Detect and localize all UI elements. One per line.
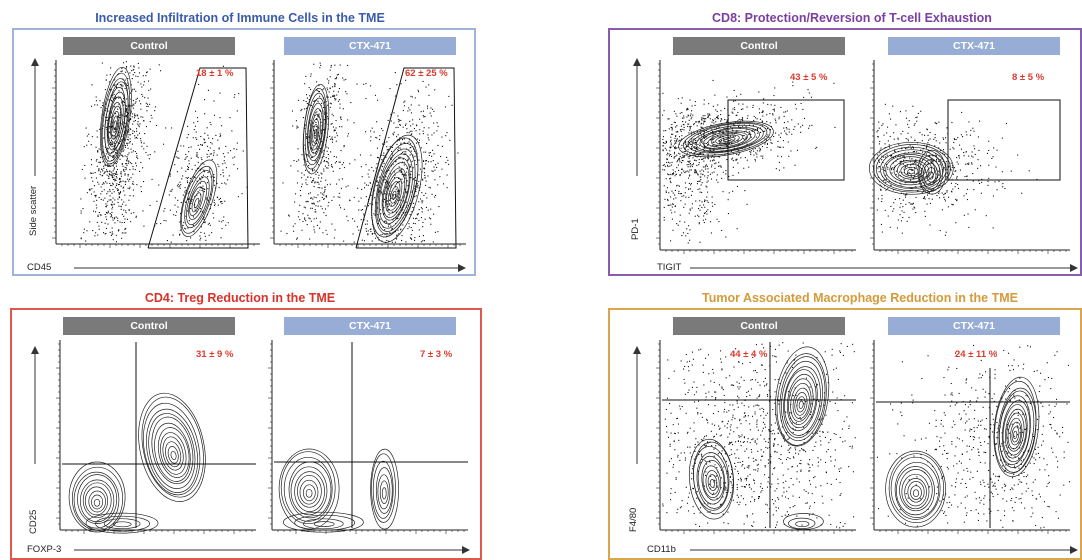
ctx471-header: CTX-471 [284, 37, 456, 55]
density-contour [302, 83, 330, 175]
panel-frame-immune [12, 28, 476, 276]
y-axis-arrow [633, 58, 641, 176]
plot-axes [270, 60, 466, 248]
flow-plot-control [652, 338, 858, 538]
panel-title-cd8: CD8: Protection/Reversion of T-cell Exha… [712, 11, 992, 25]
panel-frame-cd8 [608, 28, 1082, 276]
cd45-gate [147, 67, 249, 249]
density-contour [993, 376, 1040, 478]
density-contour [917, 149, 947, 195]
cd45-gate [355, 67, 457, 249]
y-axis-arrow [31, 346, 39, 464]
plot-axes [656, 60, 856, 254]
pd1-tigit-gate [947, 99, 1061, 181]
y-axis-arrow [31, 58, 39, 176]
gate-percentage-control: 44 ± 4 % [730, 349, 768, 360]
gate-percentage-control: 31 ± 9 % [196, 349, 234, 360]
x-axis-label: FOXP-3 [27, 544, 62, 555]
x-axis-label: TIGIT [657, 262, 682, 273]
x-axis-arrow [74, 546, 470, 554]
panel-frame-tam [608, 308, 1082, 560]
x-axis-label: CD45 [27, 262, 52, 273]
density-contour [885, 450, 946, 528]
y-axis-label: Side scatter [28, 185, 39, 236]
control-header: Control [63, 37, 235, 55]
gate-percentage-control: 18 ± 1 % [196, 68, 234, 79]
gate-percentage-ctx471: 7 ± 3 % [420, 349, 453, 360]
panel-title-cd4: CD4: Treg Reduction in the TME [144, 291, 336, 305]
flow-plot-control [48, 58, 262, 252]
event-dots [280, 62, 367, 240]
flow-plot-control [52, 338, 258, 538]
panel-title-immune: Increased Infiltration of Immune Cells i… [95, 11, 385, 25]
x-axis-arrow [690, 546, 1078, 554]
density-contour [688, 438, 735, 520]
density-contour [85, 512, 159, 534]
plot-axes [56, 340, 256, 534]
flow-plot-control [652, 58, 858, 258]
x-axis-arrow [690, 264, 1078, 272]
control-header: Control [673, 37, 845, 55]
y-axis-arrow [633, 346, 641, 464]
x-axis-arrow [74, 264, 466, 272]
y-axis-label: CD25 [28, 509, 39, 534]
x-axis-label: CD11b [647, 544, 676, 555]
event-dots [662, 94, 748, 244]
plot-axes [52, 60, 260, 248]
y-axis-label: F4/80 [628, 507, 639, 532]
density-contour [180, 159, 218, 237]
event-dots [876, 344, 1070, 529]
control-header: Control [673, 317, 845, 335]
ctx471-header: CTX-471 [888, 317, 1060, 335]
density-contour [370, 448, 399, 530]
panel-frame-cd4 [10, 308, 482, 560]
density-contour [138, 392, 206, 502]
pd1-tigit-gate [727, 99, 845, 181]
plot-axes [656, 340, 856, 534]
ctx471-header: CTX-471 [284, 317, 456, 335]
density-contour [783, 513, 824, 530]
gate-percentage-ctx471: 8 ± 5 % [1012, 72, 1045, 83]
flow-plot-ctx471 [264, 338, 470, 538]
flow-plot-ctx471 [266, 58, 468, 252]
density-contour [99, 66, 132, 167]
flow-plot-ctx471 [866, 58, 1072, 258]
ctx471-header: CTX-471 [888, 37, 1060, 55]
plot-axes [870, 60, 1070, 254]
event-dots [80, 61, 171, 243]
flow-plot-ctx471 [866, 338, 1072, 538]
plot-axes [870, 340, 1070, 534]
panel-title-tam: Tumor Associated Macrophage Reduction in… [701, 291, 1018, 305]
density-contour [868, 141, 954, 195]
density-contour [371, 134, 423, 243]
gate-percentage-ctx471: 24 ± 11 % [955, 349, 998, 360]
gate-percentage-ctx471: 62 ± 25 % [405, 68, 448, 79]
density-contour [775, 346, 830, 447]
density-contour [68, 461, 126, 533]
control-header: Control [63, 317, 235, 335]
gate-percentage-control: 43 ± 5 % [790, 72, 828, 83]
y-axis-label: PD-1 [630, 218, 641, 240]
density-contour [283, 511, 364, 533]
density-contour [278, 448, 340, 530]
